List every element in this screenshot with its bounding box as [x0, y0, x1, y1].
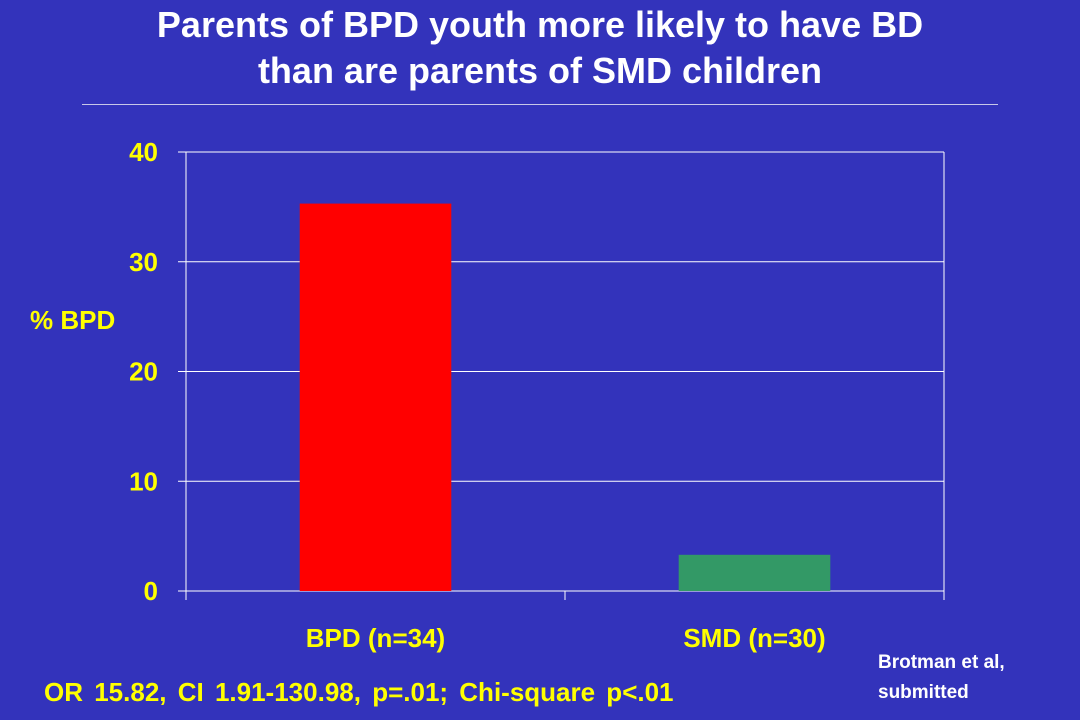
citation: Brotman et al, submitted: [878, 648, 1005, 708]
y-axis-label: % BPD: [30, 305, 116, 335]
x-tick-label-1: BPD (n=34): [306, 623, 445, 653]
y-tick-label-10: 10: [129, 466, 158, 496]
citation-line-1: Brotman et al,: [878, 652, 1005, 673]
x-tick-label-2: SMD (n=30): [683, 623, 825, 653]
y-tick-label-20: 20: [129, 357, 158, 387]
slide-title-line-1: Parents of BPD youth more likely to have…: [156, 4, 924, 45]
statistics-text: OR 15.82, CI 1.91-130.98, p=.01; Chi-squ…: [44, 677, 674, 707]
y-tick-label-40: 40: [129, 137, 158, 167]
bar-2: [678, 554, 831, 591]
y-tick-label-30: 30: [129, 247, 158, 277]
bar-1: [299, 203, 452, 591]
y-tick-label-0: 0: [144, 576, 158, 606]
citation-line-2: submitted: [878, 682, 969, 703]
title-divider: [82, 104, 998, 105]
slide-title-line-2: than are parents of SMD children: [257, 50, 823, 91]
